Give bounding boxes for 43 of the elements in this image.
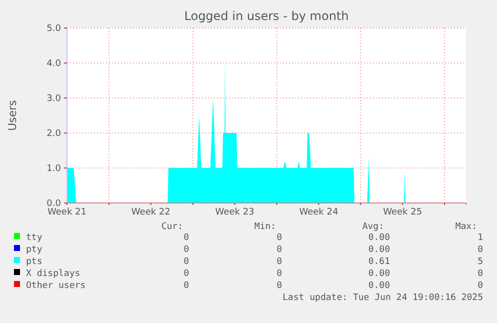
x-tick-label: Week 21 <box>48 207 86 218</box>
text: Min: <box>254 222 276 232</box>
legend-label: Other users <box>26 281 86 291</box>
text: 0 <box>478 281 483 291</box>
text: 0 <box>478 245 483 255</box>
text: 0.61 <box>368 257 390 267</box>
text: 0 <box>184 269 189 279</box>
legend-label: X displays <box>26 269 80 279</box>
text: 0 <box>184 233 189 243</box>
text: 5 <box>478 257 483 267</box>
text: 0.00 <box>368 245 390 255</box>
text: 0 <box>276 257 282 267</box>
text: Avg: <box>362 222 384 232</box>
text: 0 <box>184 257 189 267</box>
legend-label: pty <box>26 245 43 255</box>
y-tick-label: 4.0 <box>46 58 62 69</box>
text: 0.00 <box>368 233 390 243</box>
x-tick-label: Week 24 <box>299 207 338 218</box>
y-tick-label: 3.0 <box>46 94 62 104</box>
y-tick-label: 1.0 <box>46 164 62 174</box>
text: 0 <box>276 269 282 279</box>
text: 0 <box>184 245 189 255</box>
x-tick-label: Week 22 <box>131 207 170 218</box>
text: Last update: Tue Jun 24 19:00:16 2025 <box>282 293 483 303</box>
y-axis-title: Users <box>6 100 19 131</box>
text: 0.00 <box>368 281 390 291</box>
text: 0 <box>276 233 282 243</box>
x-tick-label: Week 25 <box>383 207 422 218</box>
chart-title: Logged in users - by month <box>184 9 349 23</box>
text: 0 <box>478 269 483 279</box>
y-tick-label: 5.0 <box>46 24 62 34</box>
text: 0 <box>276 281 282 291</box>
text: 0 <box>184 281 189 291</box>
legend-label: tty <box>26 233 43 243</box>
text: Max: <box>455 222 477 232</box>
x-tick-label: Week 23 <box>215 207 254 218</box>
legend-label: pts <box>26 257 42 267</box>
text: 1 <box>478 233 483 243</box>
text: 0.00 <box>368 269 390 279</box>
y-tick-label: 0.0 <box>46 198 62 209</box>
y-tick-label: 2.0 <box>46 128 62 139</box>
text: 0 <box>276 245 282 255</box>
text: Cur: <box>161 222 183 232</box>
